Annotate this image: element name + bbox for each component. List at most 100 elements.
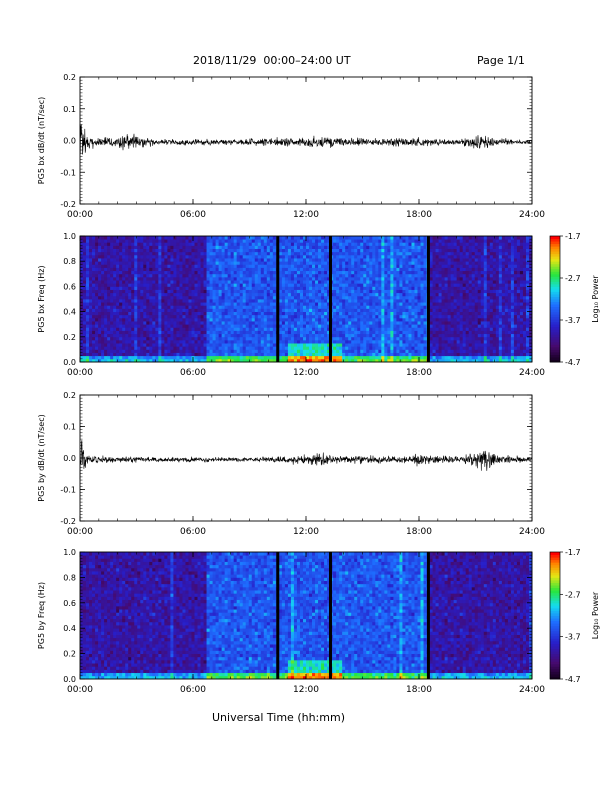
- heat-cell: [98, 346, 102, 350]
- heat-cell: [342, 324, 346, 328]
- heat-cell: [336, 327, 340, 331]
- heat-cell: [119, 254, 123, 259]
- heat-cell: [134, 355, 138, 360]
- heat-cell: [302, 295, 307, 300]
- heat-cell: [260, 311, 265, 316]
- heat-cell: [417, 324, 421, 328]
- heat-cell: [221, 343, 226, 347]
- heat-cell: [345, 295, 349, 300]
- heat-cell: [266, 308, 271, 312]
- heat-cell: [197, 343, 201, 347]
- heat-cell: [98, 327, 102, 331]
- heat-cell: [137, 292, 141, 297]
- heat-cell: [266, 258, 271, 262]
- heat-cell: [188, 251, 192, 256]
- heat-cell: [251, 352, 256, 357]
- heat-cell: [116, 292, 120, 297]
- heat-cell: [309, 280, 313, 284]
- heat-cell: [306, 343, 310, 347]
- heat-cell: [89, 286, 93, 290]
- heat-cell: [248, 280, 253, 284]
- heat-cell: [179, 317, 183, 322]
- heat-cell: [281, 317, 286, 322]
- heat-cell: [236, 236, 241, 240]
- heat-cell: [299, 317, 304, 322]
- heat-cell: [143, 283, 147, 287]
- heat-cell: [212, 330, 216, 335]
- heat-cell: [435, 330, 439, 335]
- heat-cell: [230, 327, 235, 331]
- heat-cell: [387, 289, 391, 294]
- heat-cell: [378, 355, 382, 360]
- heat-cell: [287, 292, 292, 297]
- heat-cell: [281, 333, 286, 338]
- heat-cell: [278, 242, 283, 246]
- heat-cell: [435, 251, 439, 256]
- heat-cell: [315, 321, 319, 325]
- heat-cell: [251, 327, 256, 331]
- heat-cell: [134, 267, 138, 272]
- heat-cell: [333, 273, 337, 278]
- heat-cell: [375, 311, 379, 316]
- heat-cell: [299, 292, 304, 297]
- heat-cell: [95, 317, 99, 322]
- heat-cell: [429, 251, 433, 256]
- heat-cell: [290, 295, 295, 300]
- heat-cell: [260, 273, 265, 278]
- heat-cell: [399, 261, 403, 265]
- heat-cell: [185, 251, 189, 256]
- heat-cell: [215, 283, 220, 287]
- heat-cell: [408, 355, 412, 360]
- heat-cell: [293, 267, 298, 272]
- heat-cell: [345, 248, 349, 253]
- heat-cell: [393, 349, 397, 353]
- heat-cell: [318, 327, 322, 331]
- heat-cell: [423, 283, 427, 287]
- heat-cell: [399, 254, 403, 259]
- heat-cell: [80, 333, 84, 338]
- heat-cell: [263, 352, 268, 357]
- heat-cell: [366, 324, 370, 328]
- heat-cell: [263, 258, 268, 262]
- heat-cell: [396, 283, 400, 287]
- heat-cell: [128, 358, 132, 363]
- heat-cell: [215, 346, 220, 350]
- heat-cell: [119, 349, 123, 353]
- heat-cell: [221, 283, 226, 287]
- heat-cell: [269, 299, 274, 303]
- heat-cell: [152, 302, 156, 306]
- heat-cell: [266, 276, 271, 281]
- heat-cell: [131, 308, 135, 312]
- heat-cell: [336, 299, 340, 303]
- heat-cell: [80, 343, 84, 347]
- heat-cell: [119, 280, 123, 284]
- heat-cell: [348, 321, 352, 325]
- heat-cell: [257, 286, 262, 290]
- heat-cell: [224, 311, 229, 316]
- heat-cell: [393, 292, 397, 297]
- heat-cell: [194, 336, 198, 341]
- heat-cell: [83, 327, 87, 331]
- heat-cell: [318, 264, 322, 268]
- heat-cell: [233, 311, 238, 316]
- heat-cell: [215, 292, 220, 297]
- heat-cell: [164, 336, 168, 341]
- heat-cell: [375, 264, 379, 268]
- heat-cell: [405, 330, 409, 335]
- heat-cell: [152, 267, 156, 272]
- heat-cell: [363, 324, 367, 328]
- heat-cell: [423, 289, 427, 294]
- heat-cell: [393, 289, 397, 294]
- heat-cell: [417, 317, 421, 322]
- heat-cell: [387, 245, 391, 249]
- heat-cell: [104, 276, 108, 281]
- heat-cell: [278, 239, 283, 243]
- heat-cell: [372, 336, 376, 341]
- heat-cell: [266, 314, 271, 319]
- heat-cell: [206, 339, 210, 344]
- heat-cell: [384, 273, 388, 278]
- heat-cell: [242, 248, 247, 253]
- heat-cell: [309, 321, 313, 325]
- heat-cell: [227, 330, 232, 335]
- heat-cell: [384, 302, 388, 306]
